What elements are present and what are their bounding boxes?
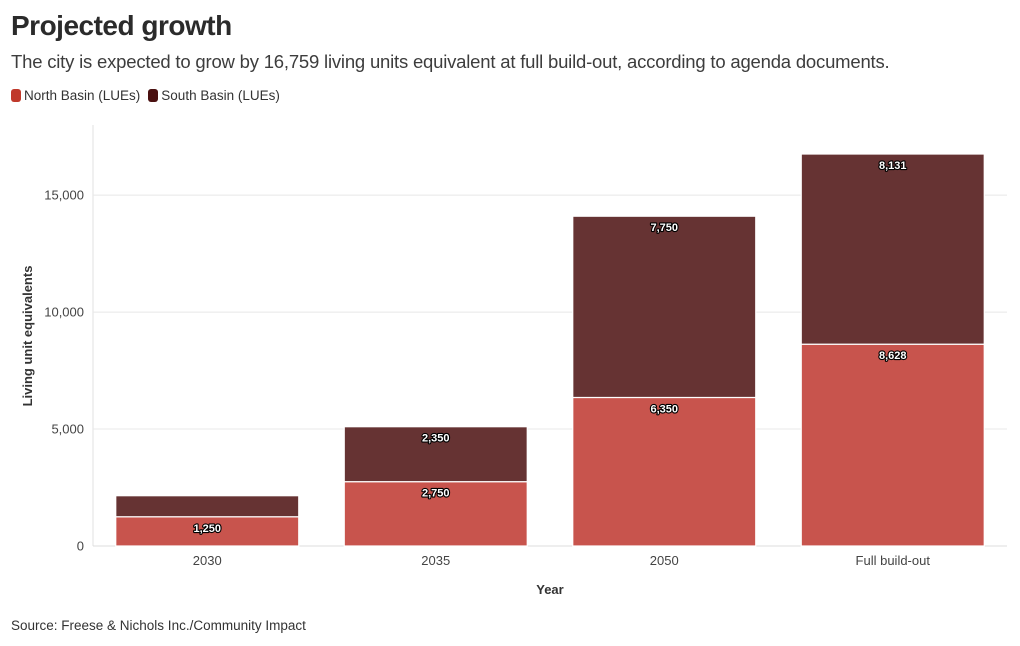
x-tick-label: 2030 <box>193 553 222 568</box>
x-axis-title: Year <box>536 582 563 597</box>
data-label: 6,350 <box>650 403 678 415</box>
y-tick-label: 15,000 <box>44 188 84 203</box>
bar-chart: 0 5,000 10,000 15,000 1,250 2030 2,750 2,350 203… <box>20 125 1007 597</box>
legend-label-south: South Basin (LUEs) <box>161 88 280 103</box>
x-tick-label: 2035 <box>421 553 450 568</box>
data-label: 2,350 <box>422 433 450 445</box>
data-label: 2,750 <box>422 488 450 500</box>
bar-segment <box>343 426 528 483</box>
legend-swatch-south <box>148 89 159 102</box>
data-label: 8,628 <box>879 350 907 362</box>
chart-subtitle: The city is expected to grow by 16,759 l… <box>11 51 890 72</box>
y-tick-label: 10,000 <box>44 305 84 320</box>
bar-segment <box>800 343 985 547</box>
legend-swatch-north <box>11 89 21 102</box>
x-tick-label: Full build-out <box>856 553 931 568</box>
legend-item-south[interactable]: South Basin (LUEs) <box>148 88 280 103</box>
data-label: 8,131 <box>879 160 907 172</box>
data-label: 1,250 <box>193 523 221 535</box>
data-label: 7,750 <box>650 222 678 234</box>
y-axis-title: Living unit equivalents <box>20 266 35 407</box>
bar-segment <box>572 215 757 399</box>
legend-item-north[interactable]: North Basin (LUEs) <box>11 88 140 103</box>
legend-label-north: North Basin (LUEs) <box>24 88 141 103</box>
legend: North Basin (LUEs) South Basin (LUEs) <box>11 88 280 103</box>
y-tick-label: 5,000 <box>51 422 84 437</box>
bar-segment <box>800 153 985 345</box>
chart-title: Projected growth <box>11 10 232 41</box>
bar-segment <box>572 396 757 547</box>
source-note: Source: Freese & Nichols Inc./Community … <box>11 618 306 633</box>
bar-segment <box>115 495 300 518</box>
bar-segment <box>115 516 300 547</box>
x-tick-label: 2050 <box>650 553 679 568</box>
y-tick-label: 0 <box>77 539 84 554</box>
